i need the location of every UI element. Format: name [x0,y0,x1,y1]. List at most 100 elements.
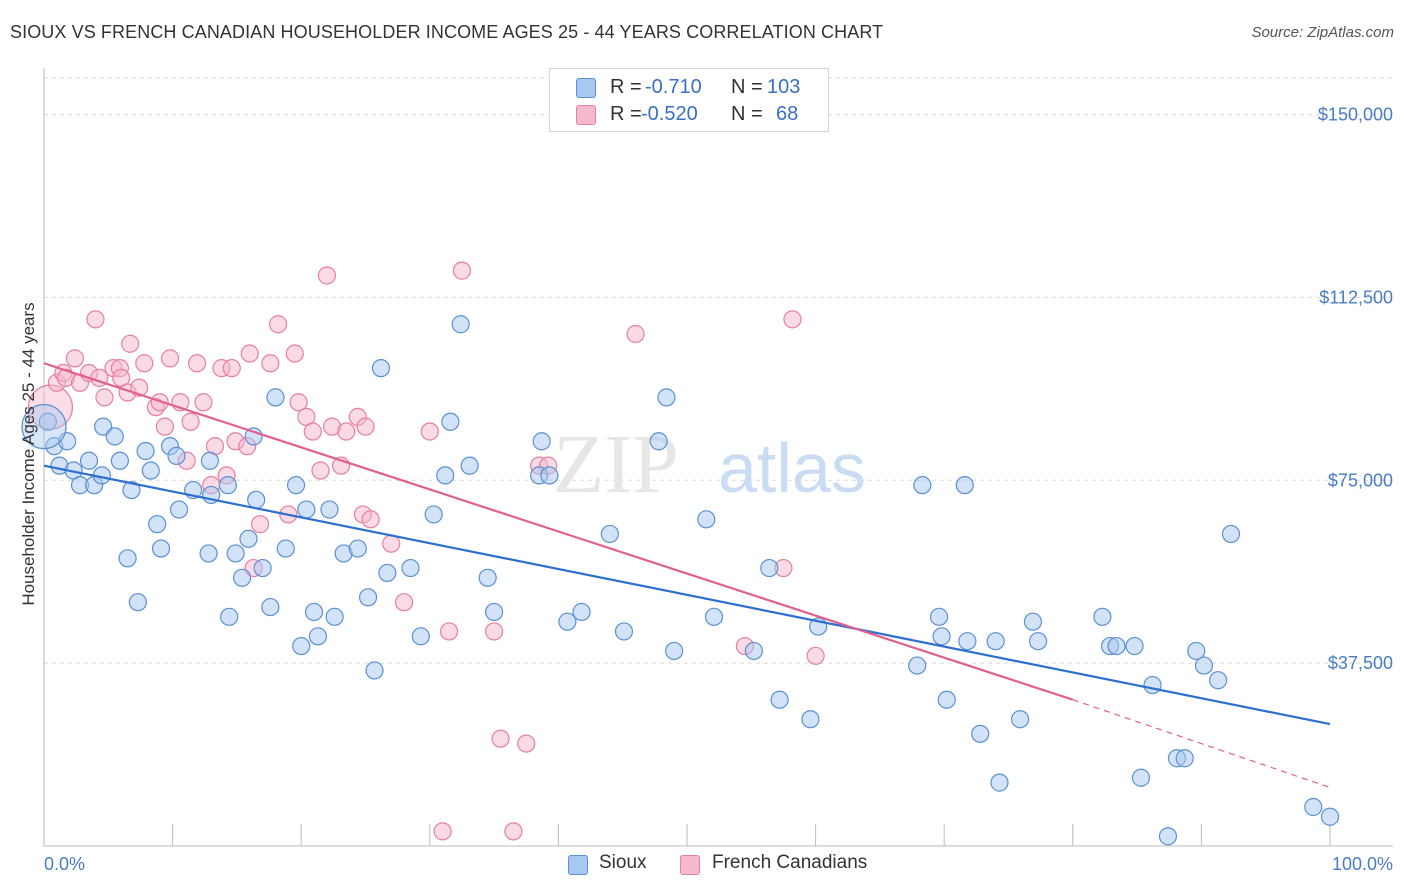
sioux-point [614,622,634,641]
sioux-point [141,461,160,480]
legend-n-value: 103 [767,75,801,98]
sioux-point [348,539,367,558]
y-axis-title: Householder Income Ages 25 - 44 years [19,302,38,605]
sioux-point [200,451,219,470]
sioux-point [697,510,716,529]
legend: R = -0.710 N = 103 R = -0.520 N = 68 [549,68,829,132]
fc-point [86,310,105,329]
sioux-point [657,388,676,407]
sioux-point [929,607,949,626]
legend-n-label: N = [731,75,763,98]
y-tick-labels: $37,500 $75,000 $112,500 $150,000 [1318,105,1393,674]
sioux-point [122,480,141,500]
fc-trend-line [43,362,1074,701]
sioux-point [937,690,956,709]
sioux-trend-line [43,464,1331,726]
fc-point [504,822,523,841]
sioux-point [558,612,577,631]
sioux-point [232,568,252,587]
sioux-point [1320,807,1340,826]
y-tick-label: $37,500 [1328,653,1393,673]
fc-point [806,646,825,665]
trend-lines [43,362,1331,789]
sioux-point [401,558,420,578]
sioux-point [801,710,820,729]
sioux-point [1125,636,1144,656]
sioux-point [79,451,99,470]
sioux-point [320,500,339,519]
sioux-point [485,602,504,622]
sioux-point [378,563,397,583]
legend-n-label: N = [731,102,763,125]
sioux-point [532,432,551,451]
sioux-point [365,661,384,680]
sioux-point [239,529,258,548]
chart-title: SIOUX VS FRENCH CANADIAN HOUSEHOLDER INC… [10,22,884,42]
sioux-point [167,446,186,466]
sioux-point [1209,671,1228,690]
sioux-point [276,539,295,558]
sioux-point [253,558,272,578]
y-tick-label: $112,500 [1319,287,1393,307]
sioux-point [292,636,311,656]
fc-point [394,593,414,612]
sioux-point [424,505,443,524]
sioux-point [1023,612,1043,631]
french-canadians-points [27,261,825,841]
fc-point [452,261,472,280]
source-label: Source: ZipAtlas.com [1251,24,1394,41]
sioux-point [266,388,285,407]
sioux-point [1131,768,1151,787]
sioux-point [151,539,171,558]
fc-point [181,412,200,431]
sioux-point [955,476,974,495]
fc-point [356,417,375,436]
fc-point [517,734,536,753]
fc-point [317,266,337,285]
fc-point [240,344,259,363]
sioux-point [1028,632,1048,651]
sioux-point [460,456,479,475]
sioux-point [1194,656,1214,675]
fc-point [95,388,114,407]
fc-trend-line-extension [1072,699,1331,789]
fc-point [187,354,207,373]
sioux-point [932,627,951,646]
sioux-point [744,641,763,661]
sioux-point [1010,710,1030,729]
sioux-point [371,359,391,378]
fc-point [439,622,459,641]
sioux-point [220,607,239,626]
fc-point [135,354,154,373]
sioux-point [297,500,316,519]
sioux-point [436,466,455,485]
fc-point [361,510,380,529]
sioux-point [118,549,137,568]
sioux-point [1221,524,1241,544]
y-tick-label: $75,000 [1328,470,1393,490]
fc-point [150,393,169,412]
fc-label: French Canadians [712,852,868,873]
sioux-point [128,593,147,612]
watermark-zip: ZIP [553,418,679,511]
sioux-point [540,466,559,485]
sioux-point [990,773,1009,792]
sioux-point [451,315,470,334]
sioux-point [169,500,189,519]
sioux-point [665,641,684,661]
x-tick-label-min: 0.0% [44,854,85,874]
sioux-point [218,476,237,495]
fc-point [268,315,288,334]
sioux-point [94,417,113,436]
fc-point [65,349,84,368]
sioux-point [986,632,1005,651]
fc-point [261,354,280,373]
sioux-point [21,404,67,450]
fc-point [160,349,180,368]
legend-r-label: R = [610,75,642,98]
sioux-point [908,656,927,675]
sioux-point [226,544,245,563]
sioux-point [649,432,668,451]
sioux-point [286,476,306,495]
